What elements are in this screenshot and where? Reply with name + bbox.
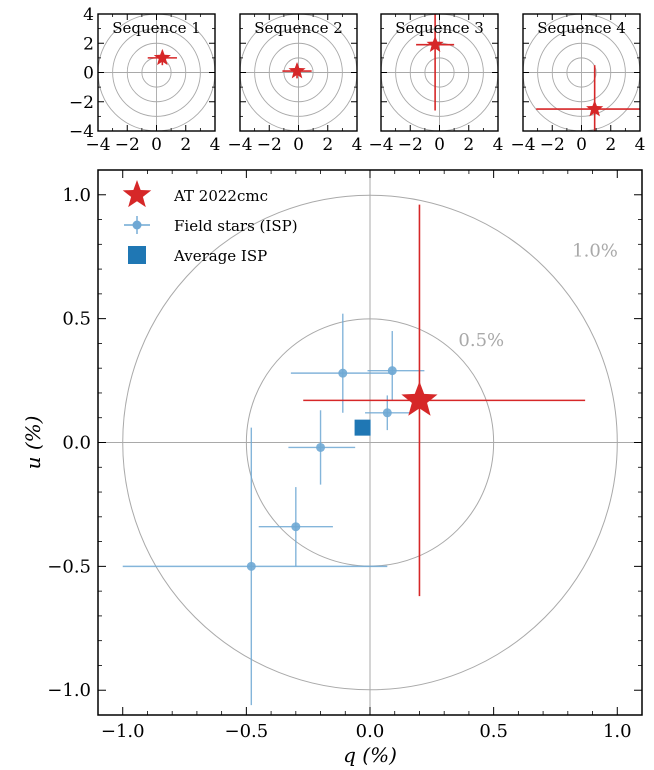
- pol-circle-label-1: 1.0%: [572, 241, 618, 262]
- inset-x-tick-label: 2: [463, 135, 474, 155]
- inset-plot-area: [381, 14, 498, 131]
- inset-y-tick-label: 0: [83, 64, 94, 84]
- inset-x-tick-label: 0: [151, 135, 162, 155]
- inset-x-tick-label: 4: [352, 135, 363, 155]
- main-qu-plot: 0.5% 1.0% −1.0 −0.5 0.0 0.5 1.0 1.0 0.5 0.0 −0.5 −1…: [21, 169, 643, 767]
- x-axis-label: q (%): [343, 743, 397, 767]
- inset-title: Sequence 3: [395, 19, 484, 37]
- inset-star-marker: [586, 100, 604, 117]
- main-x-tick-label: 0.0: [356, 721, 385, 742]
- inset-x-tick-label: −4: [368, 135, 393, 155]
- inset-star-marker: [426, 35, 444, 52]
- main-y-tick-label: 1.0: [62, 185, 91, 206]
- inset-x-tick-label: −4: [510, 135, 535, 155]
- field-star-marker: [291, 522, 301, 532]
- inset-title: Sequence 1: [112, 19, 201, 37]
- inset-x-tick-label: −2: [257, 135, 282, 155]
- inset-sequence-4: Sequence 4 −4 −2 0 2 4: [510, 13, 646, 155]
- field-star-marker: [387, 366, 397, 376]
- inset-x-tick-label: 2: [322, 135, 333, 155]
- legend-label-at2022cmc: AT 2022cmc: [173, 187, 268, 205]
- inset-x-tick-label: 2: [605, 135, 616, 155]
- at2022cmc-star-marker: [401, 381, 438, 416]
- inset-plot-area: [98, 14, 215, 131]
- legend-field-star-swatch: [132, 220, 142, 230]
- inset-x-tick-label: 4: [210, 135, 221, 155]
- inset-y-tick-label: 4: [83, 5, 94, 25]
- inset-x-tick-label: 0: [434, 135, 445, 155]
- inset-star-marker: [153, 48, 171, 66]
- field-star-marker: [338, 368, 348, 378]
- main-x-tick-label: 1.0: [603, 721, 632, 742]
- field-star-marker: [382, 408, 392, 418]
- field-star-marker: [246, 561, 256, 571]
- inset-x-tick-label: −2: [398, 135, 423, 155]
- inset-x-tick-label: 0: [576, 135, 587, 155]
- inset-sequence-2: Sequence 2 −4 −2 0 2 4: [227, 13, 363, 155]
- pol-circle-1: [122, 194, 618, 691]
- average-isp-marker: [354, 419, 371, 436]
- inset-sequence-3: Sequence 3 −4 −2 0 2 4: [368, 13, 504, 155]
- pol-circle-label-0: 0.5%: [458, 330, 504, 351]
- field-star-point: [290, 313, 395, 413]
- inset-title: Sequence 2: [254, 19, 343, 37]
- main-y-tick-label: 0.5: [62, 309, 91, 330]
- field-star-point: [122, 427, 388, 706]
- main-x-tick-label: −0.5: [225, 721, 269, 742]
- main-y-tick-label: −1.0: [47, 680, 91, 701]
- inset-y-tick-label: −4: [69, 122, 94, 142]
- legend-label-average-isp: Average ISP: [173, 247, 267, 265]
- inset-x-tick-label: 4: [635, 135, 646, 155]
- field-star-point: [365, 395, 410, 431]
- inset-plot-area: [240, 14, 357, 131]
- y-axis-label: u (%): [21, 416, 45, 470]
- inset-y-tick-label: 2: [83, 34, 94, 54]
- field-star-marker: [316, 442, 326, 452]
- inset-x-tick-label: 4: [493, 135, 504, 155]
- inset-x-tick-label: −4: [85, 135, 110, 155]
- legend-label-field-stars: Field stars (ISP): [174, 217, 298, 235]
- inset-x-tick-label: −2: [540, 135, 565, 155]
- inset-y-tick-label: −2: [69, 93, 94, 113]
- main-y-tick-label: −0.5: [47, 556, 91, 577]
- main-plot-area: 0.5% 1.0%: [98, 170, 642, 715]
- inset-plot-area: [523, 14, 640, 131]
- main-x-tick-label: 0.5: [479, 721, 508, 742]
- inset-x-tick-label: 2: [180, 135, 191, 155]
- field-star-point: [288, 410, 356, 485]
- inset-x-tick-label: −4: [227, 135, 252, 155]
- legend-average-isp-swatch: [128, 246, 146, 264]
- main-x-tick-label: −1.0: [101, 721, 145, 742]
- inset-star-marker: [288, 62, 306, 79]
- inset-title: Sequence 4: [537, 19, 626, 37]
- field-star-point: [367, 331, 425, 401]
- main-y-tick-label: 0.0: [62, 433, 91, 454]
- field-star-point: [258, 487, 333, 567]
- legend-star-swatch: [122, 180, 152, 208]
- inset-x-tick-label: 0: [293, 135, 304, 155]
- legend: AT 2022cmc Field stars (ISP) Average ISP: [122, 180, 298, 265]
- inset-x-tick-label: −2: [115, 135, 140, 155]
